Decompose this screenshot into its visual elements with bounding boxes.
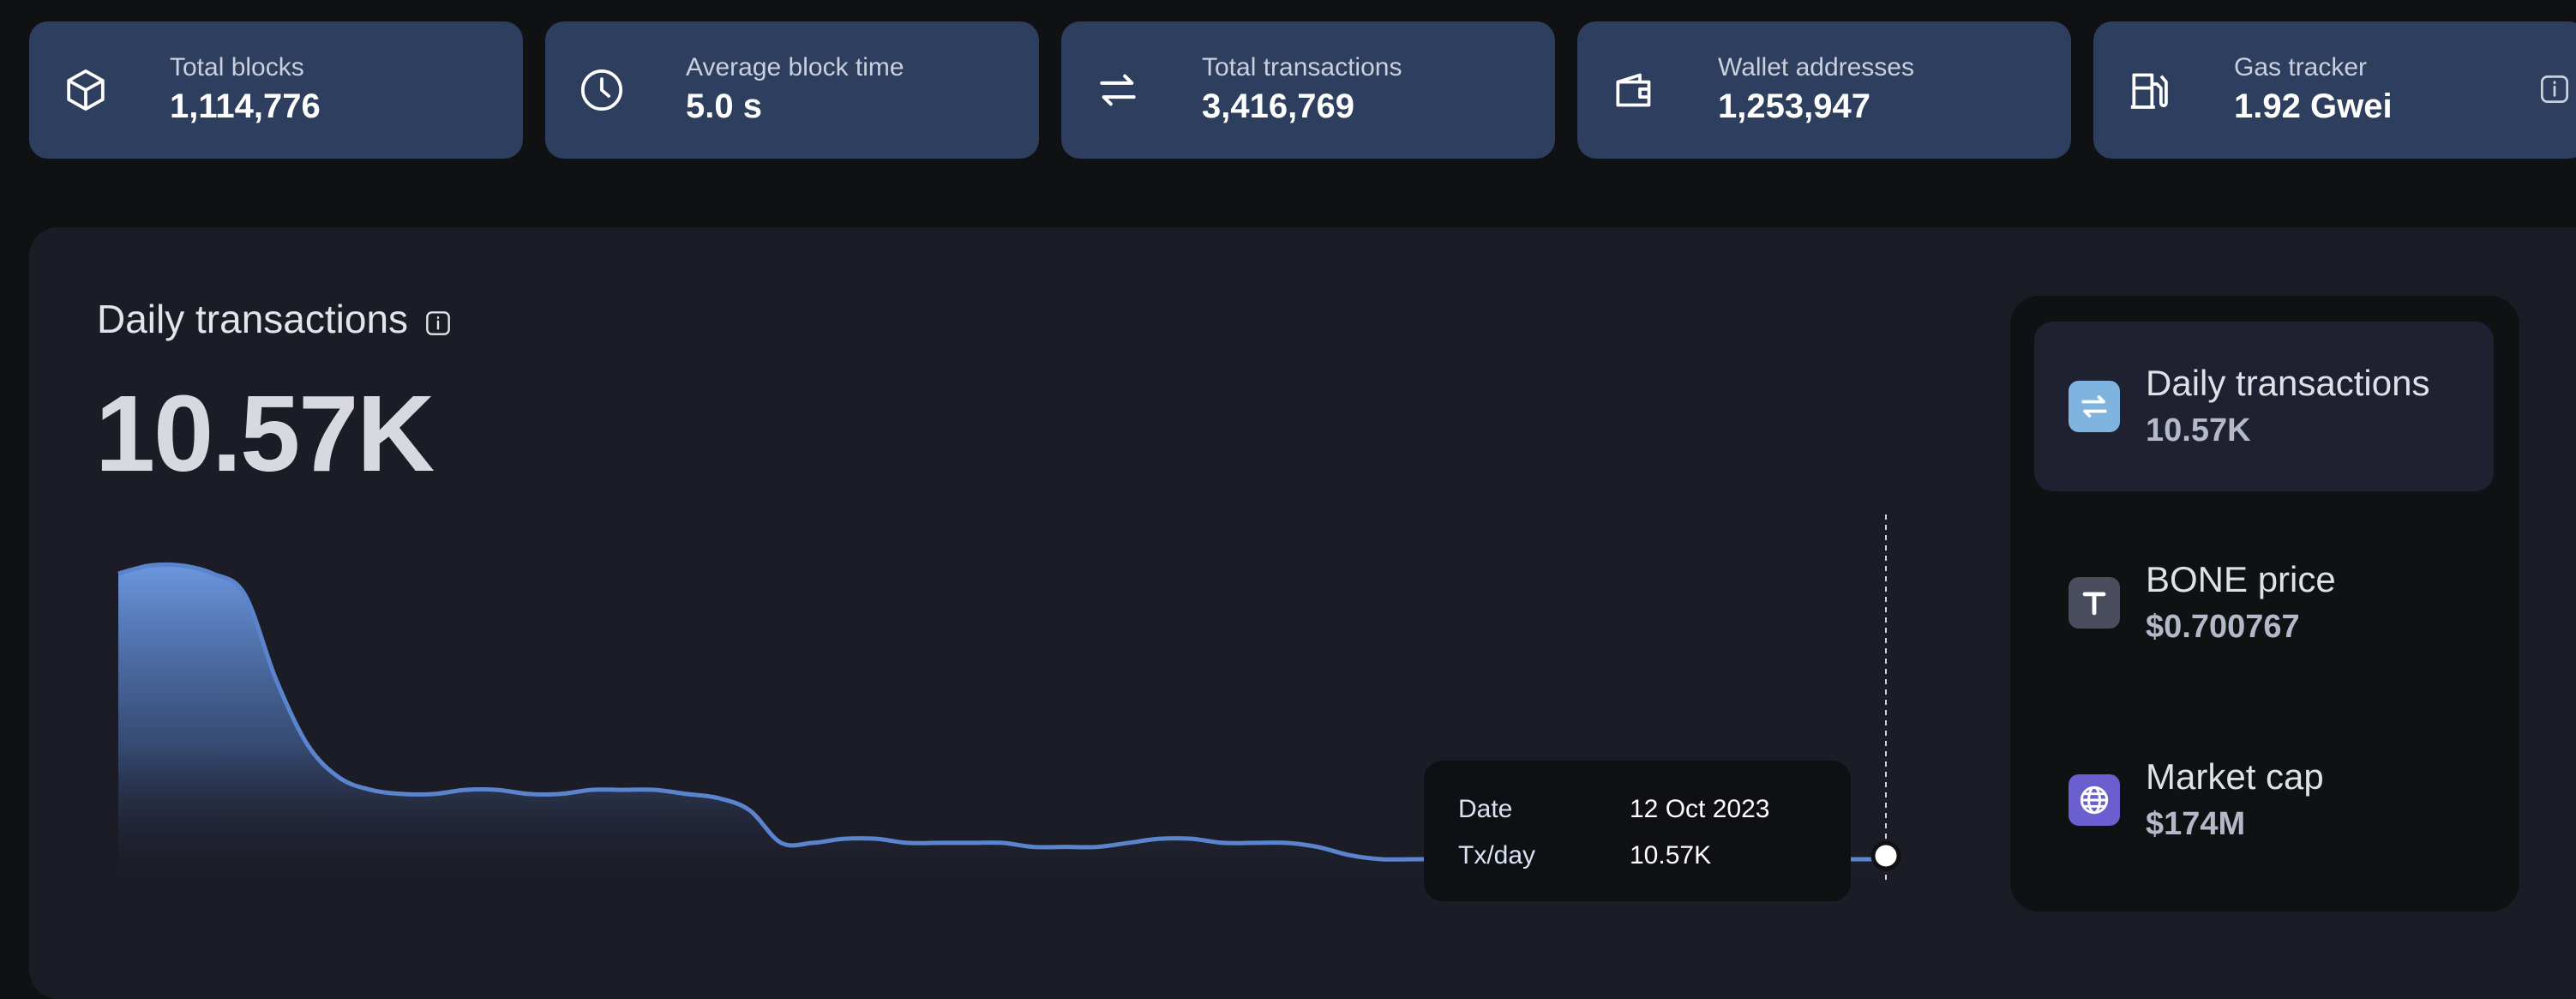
wallet-icon <box>1608 64 1660 116</box>
stat-card-gas-tracker[interactable]: Gas tracker 1.92 Gwei <box>2093 21 2576 159</box>
token-t-icon <box>2069 577 2120 629</box>
chart-highlight-point[interactable] <box>1870 840 1901 871</box>
stat-value: 3,416,769 <box>1202 87 1354 125</box>
chart-area-fill <box>118 564 1886 892</box>
stat-value: 1,253,947 <box>1718 87 1870 125</box>
info-icon[interactable] <box>422 303 454 335</box>
selector-label: BONE price <box>2146 559 2336 599</box>
info-icon[interactable] <box>2536 70 2570 108</box>
selector-value: 10.57K <box>2146 412 2251 448</box>
stat-label: Total transactions <box>1202 53 1402 81</box>
selector-label: Market cap <box>2146 756 2324 797</box>
globe-icon <box>2069 774 2120 826</box>
stat-label: Average block time <box>686 53 904 81</box>
chart-current-value: 10.57K <box>95 373 435 494</box>
stat-label: Wallet addresses <box>1718 53 1914 81</box>
chart-title: Daily transactions <box>97 296 454 342</box>
stat-value: 1.92 Gwei <box>2234 87 2393 125</box>
selector-item-market-cap[interactable]: Market cap $174M <box>2034 715 2494 885</box>
stat-card-average-block-time: Average block time 5.0 s <box>545 21 1039 159</box>
tooltip-date-value: 12 Oct 2023 <box>1630 795 1770 823</box>
cube-icon <box>60 64 111 116</box>
stat-card-wallet-addresses: Wallet addresses 1,253,947 <box>1577 21 2071 159</box>
chart-tooltip: Date 12 Oct 2023 Tx/day 10.57K <box>1424 761 1851 901</box>
selector-value: $0.700767 <box>2146 609 2300 645</box>
stat-value: 5.0 s <box>686 87 762 125</box>
selector-item-bone-price[interactable]: BONE price $0.700767 <box>2034 518 2494 688</box>
stat-label: Gas tracker <box>2234 53 2368 81</box>
transfer-arrows-icon <box>1092 64 1144 116</box>
transfer-arrows-icon <box>2069 381 2120 432</box>
stat-value: 1,114,776 <box>170 87 321 125</box>
stat-label: Total blocks <box>170 53 304 81</box>
tooltip-date-label: Date <box>1458 795 1513 823</box>
clock-icon <box>576 64 627 116</box>
gas-pump-icon <box>2124 64 2176 116</box>
daily-transactions-panel: Daily transactions 10.57K Date 12 Oct 20… <box>29 227 2576 999</box>
tooltip-txday-label: Tx/day <box>1458 841 1536 870</box>
chart-selector-list: Daily transactions 10.57K BONE price $0.… <box>2010 296 2519 912</box>
stats-bar: Total blocks 1,114,776 Average block tim… <box>29 21 2576 159</box>
selector-item-daily-transactions[interactable]: Daily transactions 10.57K <box>2034 322 2494 491</box>
stat-card-total-blocks: Total blocks 1,114,776 <box>29 21 523 159</box>
chart-title-text: Daily transactions <box>97 297 409 341</box>
selector-label: Daily transactions <box>2146 363 2430 403</box>
tooltip-txday-value: 10.57K <box>1630 841 1712 870</box>
selector-value: $174M <box>2146 806 2246 842</box>
stat-card-total-transactions: Total transactions 3,416,769 <box>1061 21 1555 159</box>
